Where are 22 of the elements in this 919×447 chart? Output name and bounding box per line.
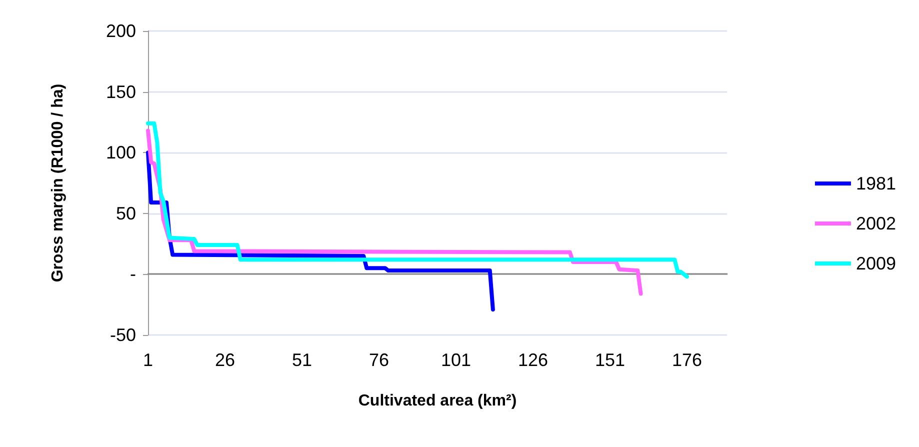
line-series bbox=[146, 150, 495, 312]
y-tick-label: 200 bbox=[106, 21, 136, 41]
x-tick-label: 176 bbox=[672, 350, 702, 370]
legend-label: 2009 bbox=[856, 254, 896, 274]
line-series bbox=[146, 128, 643, 296]
y-tick-label: -50 bbox=[110, 325, 136, 345]
line-series bbox=[146, 121, 689, 279]
x-tick-label: 126 bbox=[518, 350, 548, 370]
legend-label: 2002 bbox=[856, 214, 896, 234]
legend-label: 1981 bbox=[856, 174, 896, 194]
x-tick-label: 26 bbox=[214, 350, 236, 370]
x-tick-label: 51 bbox=[292, 350, 312, 370]
x-tick-label: 151 bbox=[594, 350, 625, 370]
y-tick-label: 100 bbox=[106, 142, 136, 163]
y-tick-label: 50 bbox=[116, 203, 136, 224]
x-tick-label: 1 bbox=[142, 350, 154, 370]
x-tick-label: 76 bbox=[368, 350, 389, 370]
x-axis-title: Cultivated area (km²) bbox=[358, 392, 517, 410]
y-tick-label: - bbox=[130, 264, 136, 284]
x-tick-label: 101 bbox=[440, 350, 471, 370]
y-axis-title: Gross margin (R1000 / ha) bbox=[50, 84, 66, 282]
y-tick-label: 150 bbox=[106, 82, 136, 102]
